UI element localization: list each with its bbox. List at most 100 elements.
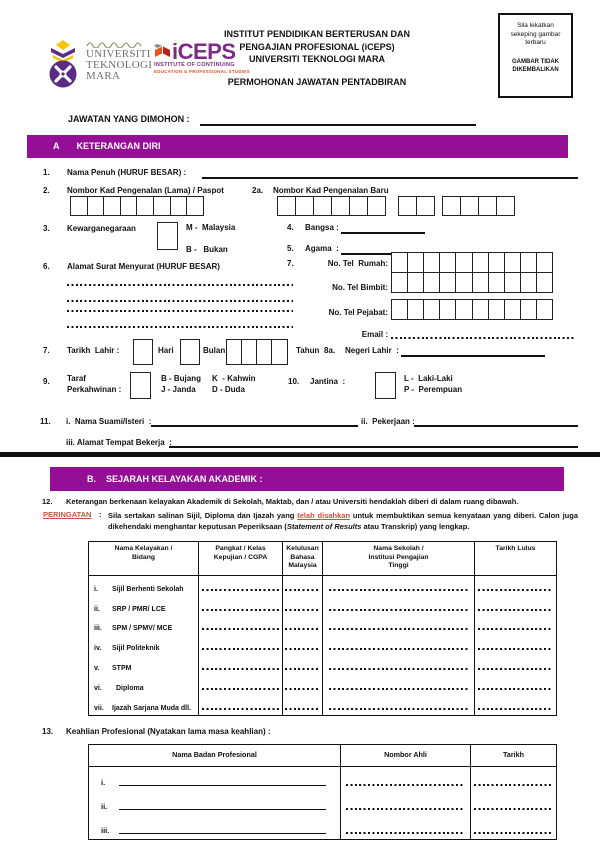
acad-grade-field[interactable] xyxy=(202,628,279,631)
char-box[interactable] xyxy=(407,299,425,320)
char-box[interactable] xyxy=(471,299,490,320)
birth-state-field[interactable] xyxy=(401,355,545,357)
char-box[interactable] xyxy=(391,272,409,293)
char-box[interactable] xyxy=(455,252,473,273)
char-box[interactable] xyxy=(407,272,425,293)
acad-date-field[interactable] xyxy=(478,608,553,611)
char-box[interactable] xyxy=(169,196,188,216)
acad-grade-field[interactable] xyxy=(202,588,279,591)
char-box[interactable] xyxy=(119,196,138,216)
acad-date-field[interactable] xyxy=(478,667,553,670)
char-box[interactable] xyxy=(455,299,473,320)
acad-bm-field[interactable] xyxy=(284,648,321,651)
acad-school-field[interactable] xyxy=(329,628,468,631)
marital-status-checkbox[interactable] xyxy=(130,372,151,399)
address-line-2[interactable] xyxy=(67,300,293,302)
birth-year-boxes[interactable] xyxy=(226,339,288,365)
prof-number-field[interactable] xyxy=(346,832,465,834)
full-name-field[interactable] xyxy=(202,177,578,179)
prof-date-field[interactable] xyxy=(474,808,553,810)
prof-number-field[interactable] xyxy=(346,808,465,810)
birth-day-box[interactable] xyxy=(133,339,153,365)
char-box[interactable] xyxy=(487,299,506,320)
photo-attach-box[interactable]: Sila lekatkan sekeping gambar terbaru GA… xyxy=(498,13,573,98)
prof-body-field[interactable] xyxy=(119,832,326,834)
char-box[interactable] xyxy=(391,252,409,273)
citizenship-checkbox[interactable] xyxy=(157,222,178,250)
char-box[interactable] xyxy=(70,196,88,216)
char-box[interactable] xyxy=(226,339,243,365)
char-box[interactable] xyxy=(407,252,425,273)
address-line-1[interactable] xyxy=(67,284,293,286)
position-applied-field[interactable] xyxy=(200,124,476,126)
acad-bm-field[interactable] xyxy=(284,608,321,611)
spouse-workplace-field[interactable] xyxy=(169,446,578,448)
prof-date-field[interactable] xyxy=(474,784,553,786)
char-box[interactable] xyxy=(495,196,516,216)
religion-field[interactable] xyxy=(341,253,425,255)
acad-school-field[interactable] xyxy=(329,648,468,651)
char-box[interactable] xyxy=(423,252,441,273)
char-box[interactable] xyxy=(312,196,333,216)
acad-grade-field[interactable] xyxy=(202,667,279,670)
char-box[interactable] xyxy=(519,272,538,293)
spouse-occupation-field[interactable] xyxy=(414,425,578,427)
char-box[interactable] xyxy=(136,196,155,216)
char-box[interactable] xyxy=(487,272,506,293)
char-box[interactable] xyxy=(366,196,386,216)
char-box[interactable] xyxy=(103,196,122,216)
birth-month-box[interactable] xyxy=(180,339,200,365)
char-box[interactable] xyxy=(535,299,554,320)
char-box[interactable] xyxy=(535,252,554,273)
char-box[interactable] xyxy=(423,299,441,320)
acad-bm-field[interactable] xyxy=(284,687,321,690)
tel-home-boxes[interactable] xyxy=(391,252,554,273)
char-box[interactable] xyxy=(277,196,297,216)
char-box[interactable] xyxy=(503,299,522,320)
char-box[interactable] xyxy=(487,252,506,273)
new-ic-boxes-part2[interactable] xyxy=(398,196,436,216)
char-box[interactable] xyxy=(471,272,490,293)
acad-bm-field[interactable] xyxy=(284,628,321,631)
email-field[interactable] xyxy=(391,337,576,339)
acad-school-field[interactable] xyxy=(329,687,468,690)
gender-checkbox[interactable] xyxy=(375,372,396,399)
char-box[interactable] xyxy=(477,196,498,216)
char-box[interactable] xyxy=(423,272,441,293)
char-box[interactable] xyxy=(439,299,457,320)
char-box[interactable] xyxy=(348,196,368,216)
address-line-3[interactable] xyxy=(67,310,293,312)
tel-mobile-boxes[interactable] xyxy=(391,272,554,293)
prof-number-field[interactable] xyxy=(346,784,465,786)
tel-office-boxes[interactable] xyxy=(391,299,554,320)
address-line-4[interactable] xyxy=(67,326,293,328)
char-box[interactable] xyxy=(519,299,538,320)
acad-school-field[interactable] xyxy=(329,608,468,611)
char-box[interactable] xyxy=(503,252,522,273)
char-box[interactable] xyxy=(459,196,480,216)
prof-body-field[interactable] xyxy=(119,808,326,810)
char-box[interactable] xyxy=(519,252,538,273)
char-box[interactable] xyxy=(256,339,273,365)
prof-body-field[interactable] xyxy=(119,784,326,786)
spouse-name-field[interactable] xyxy=(151,425,358,427)
char-box[interactable] xyxy=(442,196,462,216)
char-box[interactable] xyxy=(153,196,172,216)
acad-school-field[interactable] xyxy=(329,588,468,591)
race-field[interactable] xyxy=(341,232,425,234)
char-box[interactable] xyxy=(471,252,490,273)
prof-date-field[interactable] xyxy=(474,832,553,834)
acad-date-field[interactable] xyxy=(478,648,553,651)
acad-date-field[interactable] xyxy=(478,588,553,591)
char-box[interactable] xyxy=(294,196,315,216)
acad-bm-field[interactable] xyxy=(284,588,321,591)
char-box[interactable] xyxy=(535,272,554,293)
acad-date-field[interactable] xyxy=(478,707,553,710)
acad-grade-field[interactable] xyxy=(202,707,279,710)
char-box[interactable] xyxy=(391,299,409,320)
char-box[interactable] xyxy=(271,339,288,365)
acad-grade-field[interactable] xyxy=(202,648,279,651)
char-box[interactable] xyxy=(186,196,205,216)
acad-grade-field[interactable] xyxy=(202,687,279,690)
old-ic-boxes[interactable] xyxy=(70,196,205,216)
